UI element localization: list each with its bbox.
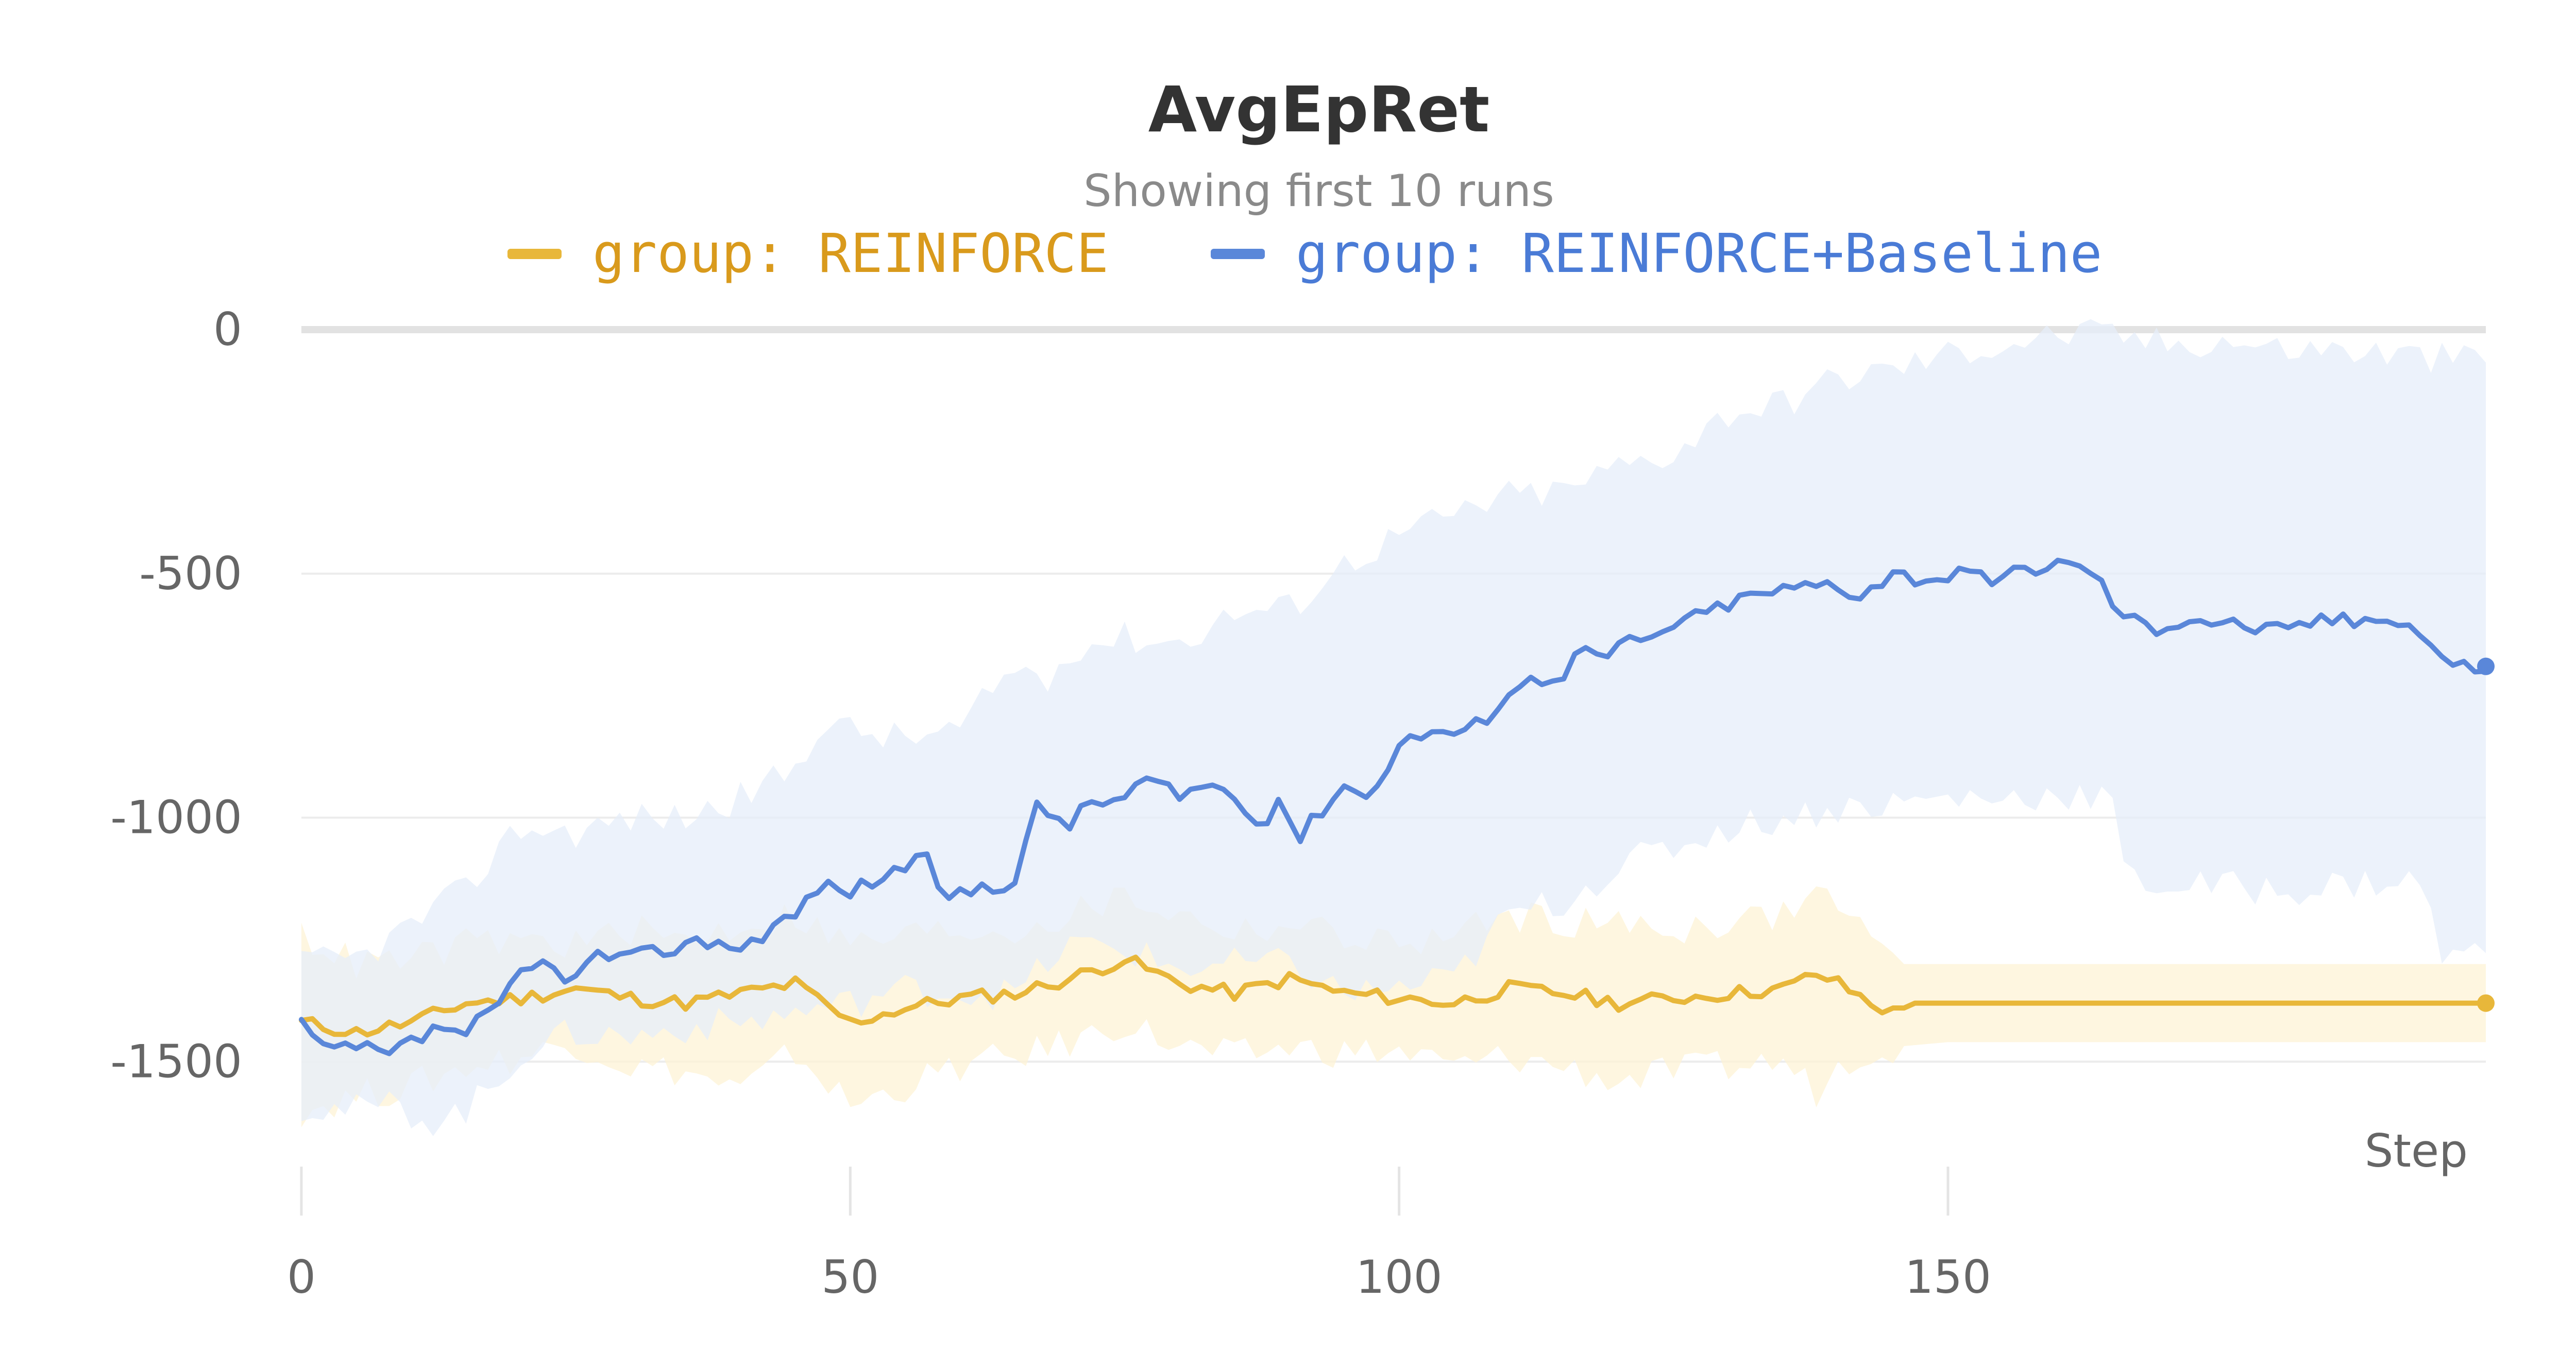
series-line bbox=[299, 557, 2488, 1056]
x-tick-label: 50 bbox=[821, 1251, 879, 1304]
legend-swatch-reinforce-baseline bbox=[1211, 249, 1265, 259]
y-tick-label: 0 bbox=[213, 303, 242, 356]
x-tick-label: 100 bbox=[1356, 1251, 1443, 1304]
x-tick-label: 0 bbox=[287, 1251, 316, 1304]
series-lines bbox=[299, 557, 2495, 1056]
x-tick-label: 150 bbox=[1905, 1251, 1991, 1304]
series-band bbox=[301, 319, 2486, 1136]
x-axis-label: Step bbox=[2365, 1124, 2468, 1177]
legend-label-reinforce: group: REINFORCE bbox=[592, 222, 1109, 285]
series-end-marker bbox=[2477, 657, 2495, 675]
chart-title: AvgEpRet bbox=[1148, 73, 1490, 146]
confidence-bands bbox=[301, 319, 2486, 1136]
legend-label-reinforce-baseline: group: REINFORCE+Baseline bbox=[1296, 222, 2102, 285]
chart-subtitle: Showing first 10 runs bbox=[1083, 165, 1554, 217]
series-line bbox=[299, 954, 2488, 1038]
y-tick-label: -1000 bbox=[110, 791, 242, 844]
series-end-marker bbox=[2477, 994, 2495, 1012]
y-tick-label: -500 bbox=[139, 547, 242, 600]
y-tick-label: -1500 bbox=[110, 1035, 242, 1088]
legend-swatch-reinforce bbox=[507, 249, 562, 259]
legend: group: REINFORCE group: REINFORCE+Baseli… bbox=[507, 222, 2102, 285]
axis-ticks: 0 -500 -1000 -1500 0 50 100 150 bbox=[110, 303, 1991, 1304]
